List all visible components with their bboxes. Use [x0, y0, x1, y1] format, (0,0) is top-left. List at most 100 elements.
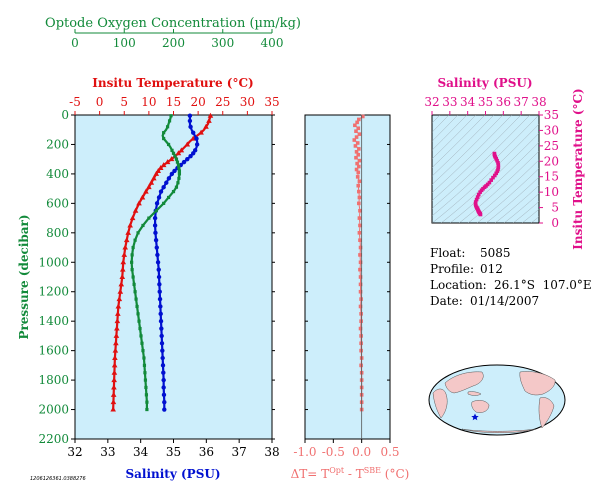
temperature-point: [125, 229, 131, 235]
salinity-point: [162, 399, 167, 405]
density-contour: [458, 150, 539, 223]
oxygen-point: [130, 253, 134, 257]
oxygen-point: [143, 378, 148, 382]
temperature-point: [110, 399, 117, 405]
ts-salinity-tick-label: 34: [460, 95, 476, 109]
temperature-point: [111, 362, 118, 368]
salinity-point: [161, 385, 166, 390]
oxygen-point: [144, 385, 148, 390]
delta-axes: -1.0 -0.5 0.0 0.5: [293, 114, 400, 459]
delta-point: [357, 117, 361, 122]
location-info: Location: 26.1°S 107.0°E: [430, 278, 592, 292]
oxygen-point: [176, 181, 180, 185]
ts-point: [473, 202, 478, 206]
oxygen-axis-title: Optode Oxygen Concentration (µm/kg): [45, 16, 301, 31]
oxygen-point: [140, 341, 144, 345]
salinity-point: [159, 341, 165, 346]
pressure-axis-title: Pressure (decibar): [17, 214, 31, 339]
density-contour: [432, 115, 459, 142]
temperature-point: [119, 274, 126, 279]
temperature-point: [111, 377, 117, 383]
ts-point: [474, 197, 479, 202]
float-label: Float:: [430, 246, 466, 260]
delta-point: [354, 155, 358, 160]
salinity-point: [153, 230, 158, 236]
salinity-point: [156, 274, 162, 280]
salinity-point: [154, 201, 160, 206]
oxygen-point: [165, 125, 170, 129]
salinity-point: [152, 215, 158, 221]
profile-plot-area: [74, 114, 273, 440]
oxygen-point: [135, 304, 139, 309]
salinity-point: [161, 392, 167, 398]
temperature-point: [164, 159, 171, 165]
temperature-point: [122, 244, 129, 250]
temperature-point: [110, 391, 117, 397]
salinity-point: [164, 180, 169, 185]
salinity-point: [158, 304, 163, 309]
density-contour: [530, 216, 539, 223]
oxygen-point: [130, 268, 134, 272]
ts-temperature-tick-label: 0: [551, 216, 559, 230]
pressure-tick-label: 0: [61, 108, 69, 122]
ts-point: [492, 173, 497, 178]
salinity-point: [161, 377, 166, 383]
delta-point: [353, 144, 358, 148]
oxygen-tick-label: 100: [113, 36, 136, 50]
salinity-tick-label: 38: [264, 445, 279, 459]
temperature-point: [203, 123, 209, 129]
salinity-point: [188, 154, 193, 159]
oxygen-point: [167, 119, 172, 123]
salinity-point: [156, 195, 162, 200]
oxygen-point: [131, 275, 135, 279]
salinity-point: [160, 355, 165, 361]
delta-axis-title-mid: - T: [344, 467, 364, 481]
delta-point: [358, 267, 362, 272]
ts-point: [475, 195, 480, 199]
oxygen-point: [177, 169, 182, 173]
delta-point: [357, 195, 362, 200]
profile-info: Profile: 012: [430, 262, 503, 276]
salinity-tick-label: 37: [232, 445, 247, 459]
world-map: [428, 364, 566, 436]
delta-point: [354, 135, 359, 139]
date-info: Date: 01/14/2007: [430, 294, 539, 308]
delta-point: [355, 120, 359, 125]
oxygen-point: [133, 238, 137, 242]
temperature-point: [115, 310, 121, 316]
temperature-point: [116, 296, 123, 302]
oxygen-point: [142, 356, 146, 360]
delta-point: [358, 245, 363, 250]
delta-point: [356, 170, 361, 175]
delta-tick-label: 0.0: [352, 445, 371, 459]
delta-point: [358, 275, 363, 279]
pressure-tick-label: 2000: [38, 403, 69, 417]
pressure-tick-label: 1200: [38, 285, 69, 299]
density-contour: [485, 176, 539, 223]
temperature-tick-label: 10: [141, 95, 156, 109]
ts-salinity-axis-title: Salinity (PSU): [437, 76, 532, 90]
salinity-point: [194, 136, 199, 141]
salinity-point: [161, 370, 166, 375]
ts-point: [485, 182, 490, 187]
temperature-tick-label: 30: [240, 95, 255, 109]
oxygen-point: [177, 176, 181, 180]
salinity-point: [159, 333, 164, 339]
land-indonesia: [467, 391, 482, 396]
delta-axis-title-main: ΔT= T: [291, 467, 330, 481]
oxygen-point: [139, 334, 143, 338]
density-contour: [432, 115, 495, 177]
salinity-point: [187, 118, 193, 124]
oxygen-point: [162, 131, 166, 135]
delta-point: [359, 334, 363, 338]
ts-point: [474, 203, 478, 208]
ts-point: [496, 167, 500, 172]
density-contour: [467, 159, 539, 223]
delta-point: [359, 363, 363, 368]
salinity-tick-label: 35: [166, 445, 181, 459]
salinity-point: [155, 252, 160, 258]
pressure-tick-label: 600: [46, 196, 69, 210]
salinity-point: [158, 189, 164, 194]
